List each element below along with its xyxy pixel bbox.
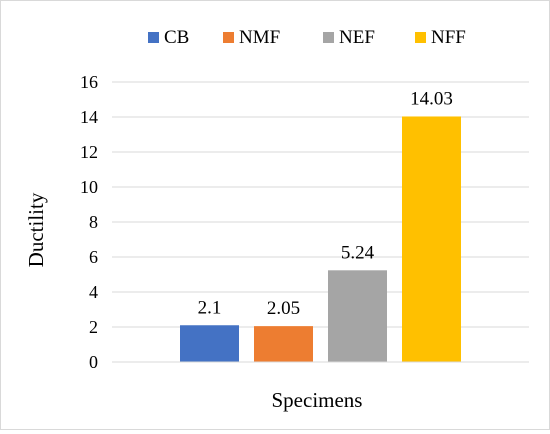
y-tick-label: 0 <box>89 352 98 372</box>
legend-swatch-nmf <box>223 32 234 43</box>
x-axis-label: Specimens <box>272 388 363 412</box>
y-tick-label: 10 <box>80 177 98 197</box>
legend-label-nff: NFF <box>431 27 466 48</box>
y-tick-label: 8 <box>89 212 98 232</box>
legend-label-nmf: NMF <box>239 27 280 48</box>
legend-swatch-nef <box>323 32 334 43</box>
legend-swatch-nff <box>415 32 426 43</box>
legend-label-nef: NEF <box>339 27 375 48</box>
y-tick-label: 16 <box>80 72 98 92</box>
data-label-nff: 14.03 <box>410 88 453 109</box>
data-label-nef: 5.24 <box>341 242 375 263</box>
data-labels: 2.1 2.05 5.24 14.03 <box>198 88 453 319</box>
data-label-cb: 2.1 <box>198 297 222 318</box>
legend-swatch-cb <box>148 32 159 43</box>
y-tick-label: 14 <box>80 107 98 127</box>
bars <box>180 116 461 362</box>
bar-nff <box>402 116 461 362</box>
y-axis-label: Ductility <box>24 192 48 267</box>
y-tick-label: 6 <box>89 247 98 267</box>
bar-cb <box>180 325 239 362</box>
y-tick-label: 12 <box>80 142 98 162</box>
data-label-nmf: 2.05 <box>267 298 300 319</box>
y-axis-ticks: 0 2 4 6 8 10 12 14 16 <box>80 72 98 372</box>
legend: CB NMF NEF NFF <box>148 27 466 48</box>
bar-nef <box>328 270 387 362</box>
gridlines <box>112 81 529 328</box>
y-tick-label: 2 <box>89 317 98 337</box>
legend-label-cb: CB <box>164 27 189 48</box>
y-tick-label: 4 <box>89 282 98 302</box>
bar-nmf <box>254 326 313 362</box>
